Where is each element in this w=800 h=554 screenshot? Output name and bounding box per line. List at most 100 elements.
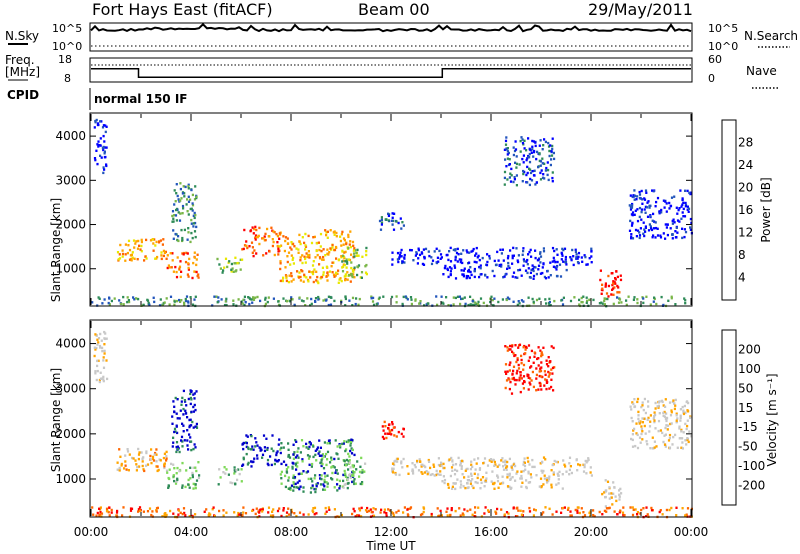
velocity-cell — [94, 370, 97, 373]
power-ytick-label: 3000 — [55, 173, 86, 187]
power-cell — [688, 191, 691, 195]
velocity-heatmap — [91, 330, 693, 519]
power-cell — [167, 264, 170, 267]
power-cell — [289, 300, 292, 303]
power-cell — [251, 226, 254, 229]
velocity-cell — [556, 472, 559, 475]
power-cell — [317, 241, 320, 244]
power-cell — [578, 298, 581, 302]
power-cell — [618, 298, 622, 301]
beam-label: Beam 00 — [358, 0, 430, 19]
power-cell — [676, 231, 679, 234]
velocity-cell — [272, 508, 275, 511]
power-cell — [678, 220, 681, 223]
velocity-cell — [517, 363, 520, 367]
velocity-cell — [344, 449, 347, 453]
velocity-cell — [508, 369, 511, 372]
velocity-cell — [174, 396, 177, 400]
power-cell — [379, 228, 383, 231]
power-cell — [638, 196, 641, 200]
velocity-cell — [435, 473, 438, 477]
power-cell — [279, 260, 282, 263]
power-cell — [182, 207, 185, 210]
power-cell — [245, 240, 248, 243]
velocity-cell — [110, 511, 113, 514]
velocity-cell — [652, 417, 655, 420]
power-echo-region — [599, 269, 623, 298]
power-cell — [271, 238, 274, 241]
power-cell — [612, 293, 615, 296]
power-cell — [531, 145, 534, 148]
velocity-cell — [504, 459, 507, 462]
power-cell — [136, 258, 139, 261]
power-cell — [662, 232, 665, 235]
velocity-cell — [675, 514, 678, 517]
velocity-cell — [637, 410, 640, 414]
velocity-cell — [508, 474, 511, 477]
power-cell — [552, 265, 555, 268]
power-cell — [475, 261, 478, 264]
velocity-cell — [574, 508, 577, 512]
velocity-cell — [640, 427, 643, 431]
velocity-cell — [138, 506, 142, 509]
power-cell — [353, 255, 356, 258]
velocity-cell — [98, 507, 101, 510]
power-cell — [475, 246, 478, 250]
velocity-cell — [604, 479, 607, 482]
power-cell — [613, 281, 616, 284]
power-cell — [364, 271, 368, 274]
power-cell — [512, 146, 515, 149]
velocity-cell — [192, 447, 195, 451]
power-cell — [310, 302, 313, 306]
power-cell — [341, 270, 345, 273]
power-cell — [195, 195, 198, 198]
power-cell — [187, 268, 190, 271]
velocity-cell — [552, 389, 555, 392]
velocity-cell — [658, 510, 661, 514]
power-cell — [355, 297, 358, 300]
power-cell — [473, 303, 476, 307]
power-cell — [188, 257, 191, 261]
velocity-cell — [106, 377, 109, 381]
velocity-cell — [279, 451, 282, 455]
velocity-cell — [535, 377, 538, 380]
power-cell — [468, 276, 471, 280]
velocity-cell — [642, 507, 645, 510]
x-tick-label: 12:00 — [374, 525, 409, 539]
power-cell — [647, 229, 651, 232]
power-cell — [189, 296, 192, 299]
power-cell — [509, 249, 512, 252]
velocity-cell — [634, 444, 637, 448]
velocity-echo-region — [381, 420, 405, 440]
power-cell — [298, 296, 301, 299]
velocity-cell — [269, 514, 273, 517]
velocity-cell — [311, 462, 314, 466]
velocity-cell — [464, 486, 467, 490]
power-cell — [515, 184, 518, 187]
power-cell — [549, 144, 552, 147]
velocity-cell — [145, 450, 148, 453]
velocity-echo-region — [171, 389, 199, 454]
velocity-cell — [512, 365, 516, 368]
power-cell — [471, 249, 474, 253]
velocity-cell — [174, 430, 177, 433]
power-cell — [462, 275, 465, 278]
power-cell — [409, 248, 412, 252]
velocity-cell — [504, 345, 507, 348]
velocity-cell — [641, 404, 644, 407]
power-cell — [460, 269, 463, 272]
power-cell — [636, 208, 639, 211]
velocity-cell — [531, 370, 534, 374]
power-cell — [521, 141, 525, 145]
power-cell — [175, 219, 178, 222]
velocity-cell — [507, 512, 510, 515]
velocity-cell — [423, 464, 426, 468]
power-cell — [660, 295, 663, 299]
velocity-cell — [576, 469, 579, 472]
velocity-cell — [395, 435, 398, 438]
velocity-cell — [538, 370, 541, 373]
power-cell — [196, 253, 199, 256]
power-cell — [340, 279, 343, 283]
velocity-cell — [568, 473, 571, 476]
